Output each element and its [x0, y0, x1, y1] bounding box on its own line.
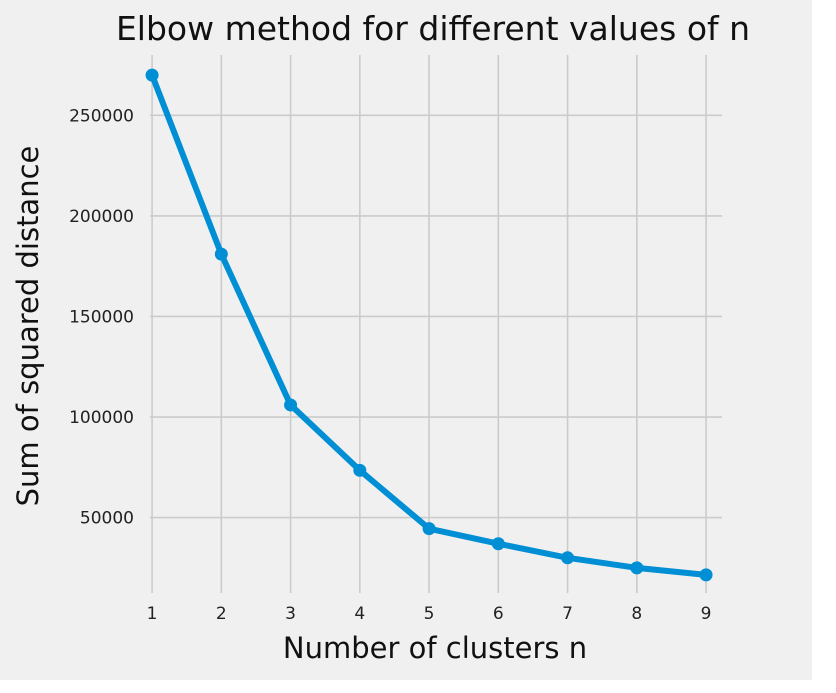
x-axis-label: Number of clusters n: [283, 631, 587, 665]
data-point-1: [145, 68, 159, 82]
y-tick-label-2: 100000: [69, 408, 134, 428]
data-points: [145, 68, 713, 582]
data-point-8: [630, 561, 644, 575]
x-tick-label-5: 5: [424, 604, 435, 624]
data-point-4: [353, 463, 367, 477]
x-tick-labels: 1 2 3 4 5 6 7 8 9: [147, 604, 712, 624]
data-point-5: [422, 522, 436, 536]
x-tick-label-9: 9: [701, 604, 712, 624]
y-axis-label: Sum of squared distance: [11, 146, 45, 507]
plot-background: [0, 0, 812, 680]
y-tick-label-4: 200000: [69, 207, 134, 227]
grid-lines: [150, 55, 722, 593]
data-point-6: [491, 537, 505, 551]
x-tick-label-2: 2: [216, 604, 227, 624]
y-tick-label-3: 150000: [69, 307, 134, 327]
x-tick-label-4: 4: [354, 604, 365, 624]
x-tick-label-1: 1: [147, 604, 158, 624]
data-point-2: [214, 247, 228, 261]
chart-title: Elbow method for different values of n: [116, 9, 750, 48]
x-tick-label-8: 8: [631, 604, 642, 624]
x-tick-label-7: 7: [562, 604, 573, 624]
data-point-7: [561, 551, 575, 565]
x-tick-label-6: 6: [493, 604, 504, 624]
data-point-9: [699, 568, 713, 582]
y-tick-label-5: 250000: [69, 106, 134, 126]
x-tick-label-3: 3: [285, 604, 296, 624]
y-tick-label-1: 50000: [80, 509, 134, 529]
y-tick-labels: 50000 100000 150000 200000 250000: [69, 106, 134, 528]
data-point-3: [284, 398, 298, 412]
